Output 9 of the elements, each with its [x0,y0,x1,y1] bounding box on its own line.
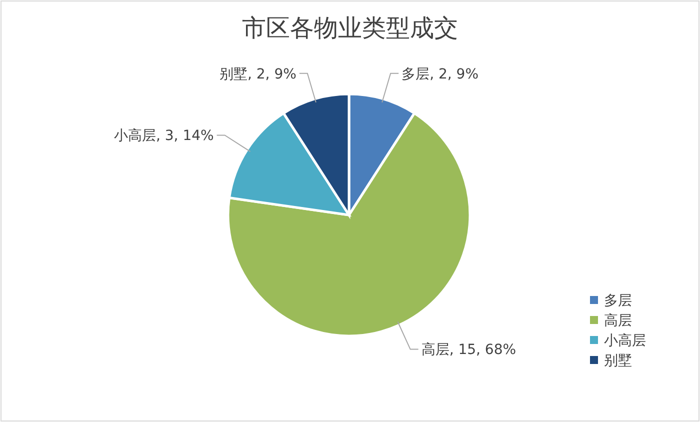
legend-label: 多层 [604,292,632,309]
data-label: 小高层, 3, 14% [114,128,214,144]
legend-label: 别墅 [604,352,632,369]
data-label: 高层, 15, 68% [421,342,516,358]
data-label: 别墅, 2, 9% [219,66,296,82]
legend-label: 高层 [604,312,632,329]
chart-title: 市区各物业类型成交 [242,14,458,42]
data-label: 多层, 2, 9% [402,66,479,82]
legend-label: 小高层 [604,332,646,349]
